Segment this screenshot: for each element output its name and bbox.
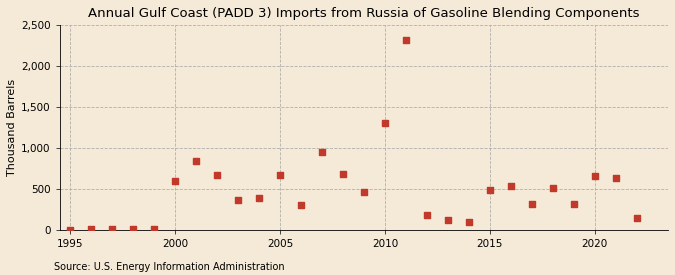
Point: [107, 227, 117, 231]
Point: [485, 188, 495, 192]
Point: [317, 150, 327, 154]
Point: [148, 227, 159, 232]
Point: [296, 203, 306, 207]
Point: [212, 173, 223, 177]
Point: [589, 174, 600, 178]
Point: [464, 219, 475, 224]
Point: [421, 213, 432, 217]
Point: [65, 227, 76, 232]
Point: [169, 178, 180, 183]
Point: [275, 173, 286, 177]
Point: [358, 190, 369, 194]
Text: Source: U.S. Energy Information Administration: Source: U.S. Energy Information Administ…: [54, 262, 285, 272]
Point: [191, 159, 202, 163]
Point: [86, 227, 97, 232]
Point: [254, 196, 265, 200]
Title: Annual Gulf Coast (PADD 3) Imports from Russia of Gasoline Blending Components: Annual Gulf Coast (PADD 3) Imports from …: [88, 7, 640, 20]
Point: [233, 197, 244, 202]
Point: [442, 218, 453, 222]
Point: [610, 176, 621, 180]
Point: [400, 38, 411, 42]
Point: [506, 183, 516, 188]
Point: [631, 216, 642, 221]
Y-axis label: Thousand Barrels: Thousand Barrels: [7, 79, 17, 176]
Point: [568, 202, 579, 207]
Point: [338, 172, 348, 176]
Point: [547, 186, 558, 190]
Point: [526, 202, 537, 207]
Point: [379, 121, 390, 126]
Point: [128, 227, 138, 232]
